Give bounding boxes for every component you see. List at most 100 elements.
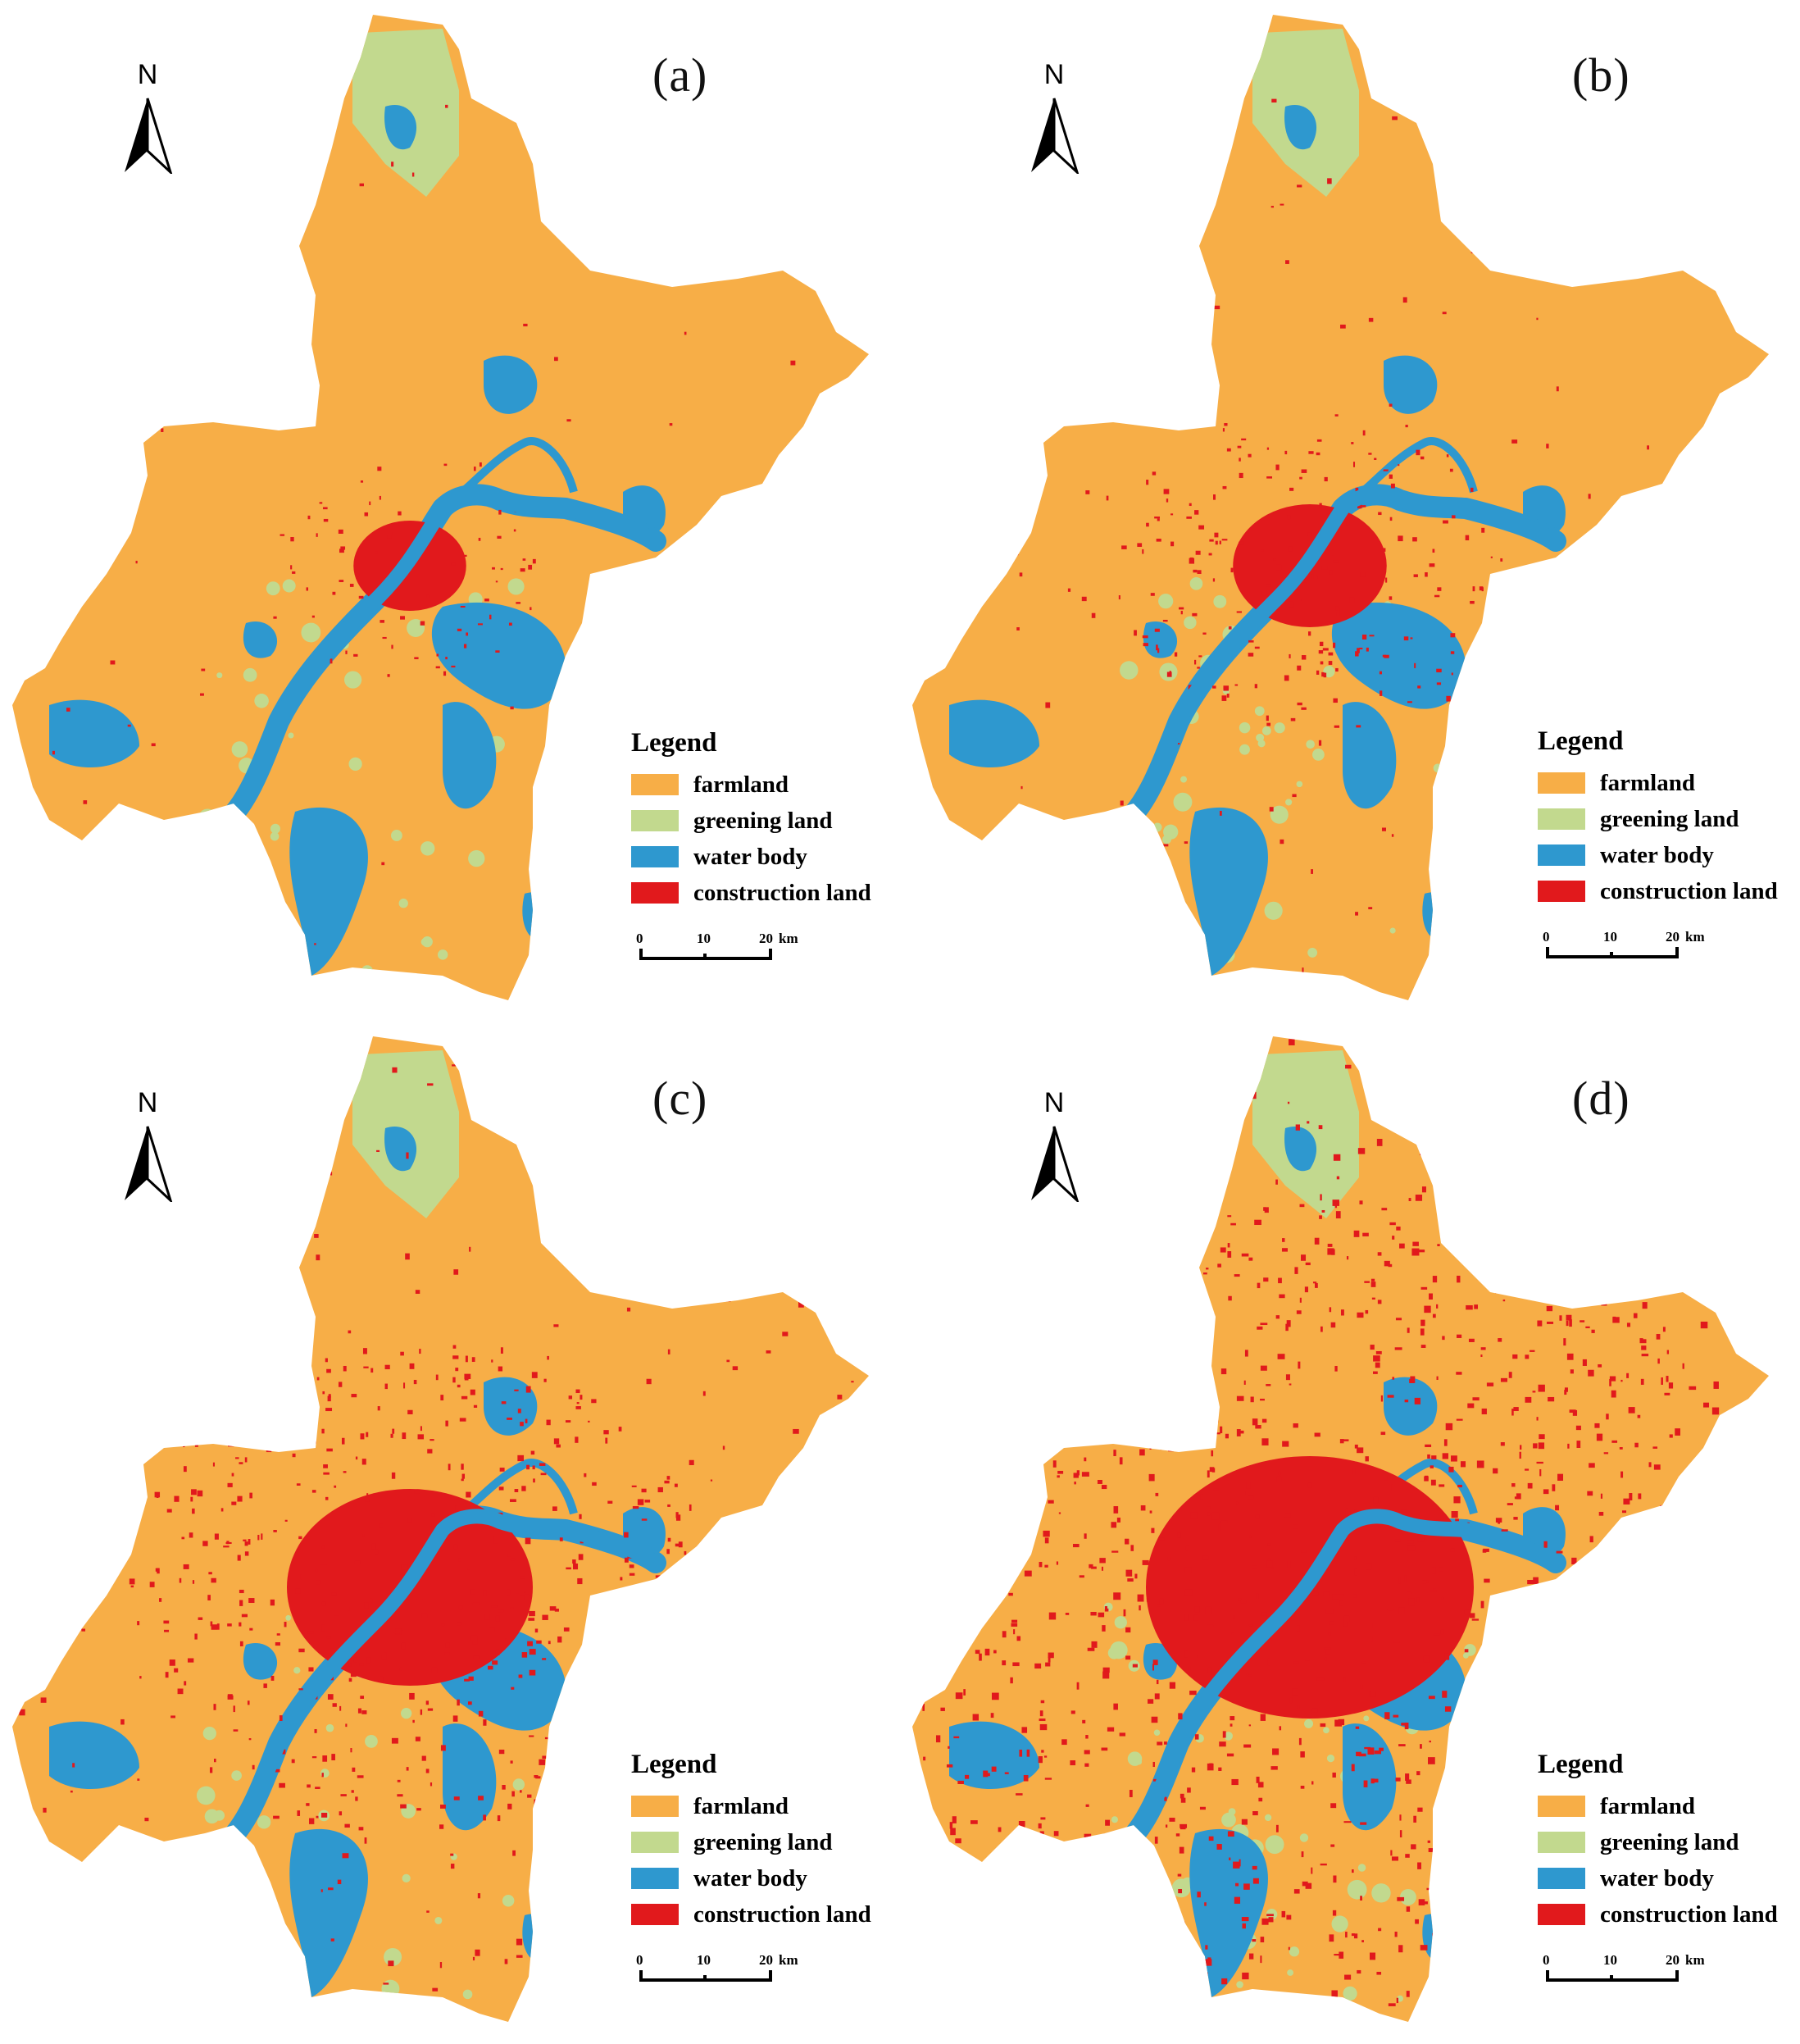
construction-patch (414, 1490, 420, 1494)
construction-patch (440, 1395, 444, 1401)
construction-patch (868, 999, 869, 1000)
construction-patch (1640, 1378, 1644, 1385)
map-panel-a: (a) N Legend farmland greening land wate… (0, 0, 900, 1022)
construction-patch (1631, 701, 1636, 705)
construction-patch (1426, 1887, 1430, 1891)
construction-patch (1420, 1744, 1422, 1749)
water-body-lake (289, 1828, 368, 1997)
construction-patch (1575, 1735, 1579, 1743)
greening-patch (658, 1728, 669, 1740)
construction-patch (1703, 1402, 1710, 1408)
construction-patch (1236, 1395, 1244, 1401)
construction-patch (1357, 1312, 1364, 1318)
construction-patch (1102, 1625, 1106, 1632)
construction-patch (1588, 1369, 1594, 1377)
construction-patch (1365, 1309, 1369, 1314)
construction-patch (1320, 1723, 1326, 1728)
construction-patch (470, 1589, 475, 1595)
construction-patch (556, 1444, 561, 1448)
construction-patch (1533, 1591, 1538, 1596)
construction-patch (1164, 1098, 1171, 1102)
construction-patch (1725, 1589, 1731, 1596)
construction-patch (1351, 442, 1354, 444)
construction-patch (1435, 1900, 1441, 1907)
construction-patch (1249, 1535, 1252, 1538)
construction-patch (402, 1432, 407, 1440)
construction-patch (1137, 543, 1143, 547)
construction-patch (1361, 634, 1367, 640)
construction-patch (1370, 1345, 1375, 1350)
construction-patch (1076, 1987, 1080, 1989)
construction-patch (1188, 1666, 1191, 1672)
construction-patch (209, 1767, 213, 1773)
construction-patch (577, 1577, 583, 1585)
construction-patch (1324, 476, 1328, 482)
construction-patch (1535, 1673, 1539, 1677)
construction-patch (1399, 1830, 1402, 1838)
construction-patch (403, 1382, 406, 1389)
construction-patch (316, 533, 318, 537)
construction-patch (1070, 1760, 1076, 1766)
construction-patch (1156, 644, 1158, 651)
construction-patch (1480, 1354, 1483, 1357)
construction-patch (1431, 1455, 1437, 1459)
construction-patch (231, 1501, 237, 1505)
greening-patch (1607, 1704, 1614, 1711)
construction-patch (1040, 1333, 1046, 1340)
construction-patch (1354, 1568, 1357, 1576)
construction-patch (1207, 1667, 1212, 1673)
construction-patch (1311, 1708, 1318, 1713)
construction-patch (1638, 1493, 1642, 1500)
construction-patch (1443, 1439, 1448, 1446)
construction-patch (954, 1577, 959, 1582)
greening-patch (343, 671, 362, 689)
construction-patch (195, 1433, 202, 1440)
construction-patch (1202, 1972, 1208, 1977)
construction-patch (392, 1067, 398, 1073)
scale-tick-20: 20 (1666, 1952, 1680, 1968)
construction-patch (127, 724, 131, 727)
construction-patch (1352, 462, 1356, 467)
construction-patch (1078, 986, 1083, 989)
construction-patch (510, 1607, 514, 1610)
construction-patch (624, 1557, 629, 1563)
construction-patch (1123, 109, 1129, 115)
construction-patch (1184, 1614, 1189, 1621)
construction-patch (657, 1486, 663, 1493)
construction-patch (1318, 650, 1324, 654)
construction-patch (559, 1537, 563, 1541)
construction-patch (316, 1580, 321, 1585)
construction-patch (1529, 1179, 1534, 1183)
construction-patch (1748, 1477, 1755, 1483)
construction-patch (348, 1678, 352, 1682)
construction-patch (1713, 1300, 1717, 1307)
construction-patch (1090, 1837, 1094, 1844)
construction-patch (1622, 1744, 1630, 1748)
construction-patch (1589, 1463, 1595, 1468)
construction-patch (1149, 1442, 1152, 1450)
construction-patch (1472, 1764, 1475, 1770)
construction-patch (528, 1618, 535, 1621)
construction-patch (1067, 1999, 1071, 2005)
greening-patch (391, 830, 402, 841)
construction-patch (900, 1771, 904, 1778)
construction-patch (1238, 1430, 1244, 1434)
construction-patch (1529, 1629, 1534, 1636)
construction-patch (1261, 549, 1264, 552)
construction-patch (1256, 1776, 1260, 1783)
construction-patch (1392, 1377, 1395, 1380)
construction-patch (1071, 1320, 1077, 1322)
construction-patch (1585, 1723, 1588, 1729)
construction-patch (1432, 1313, 1436, 1318)
construction-patch (525, 1386, 531, 1393)
construction-patch (125, 2015, 129, 2021)
construction-patch (1444, 1653, 1450, 1660)
construction-patch (566, 419, 571, 422)
construction-patch (357, 1775, 364, 1778)
construction-patch (332, 591, 336, 595)
construction-patch (198, 1617, 203, 1620)
construction-patch (1707, 1573, 1711, 1575)
construction-patch (834, 1615, 841, 1618)
construction-patch (1388, 1263, 1393, 1268)
construction-patch (407, 1518, 412, 1523)
